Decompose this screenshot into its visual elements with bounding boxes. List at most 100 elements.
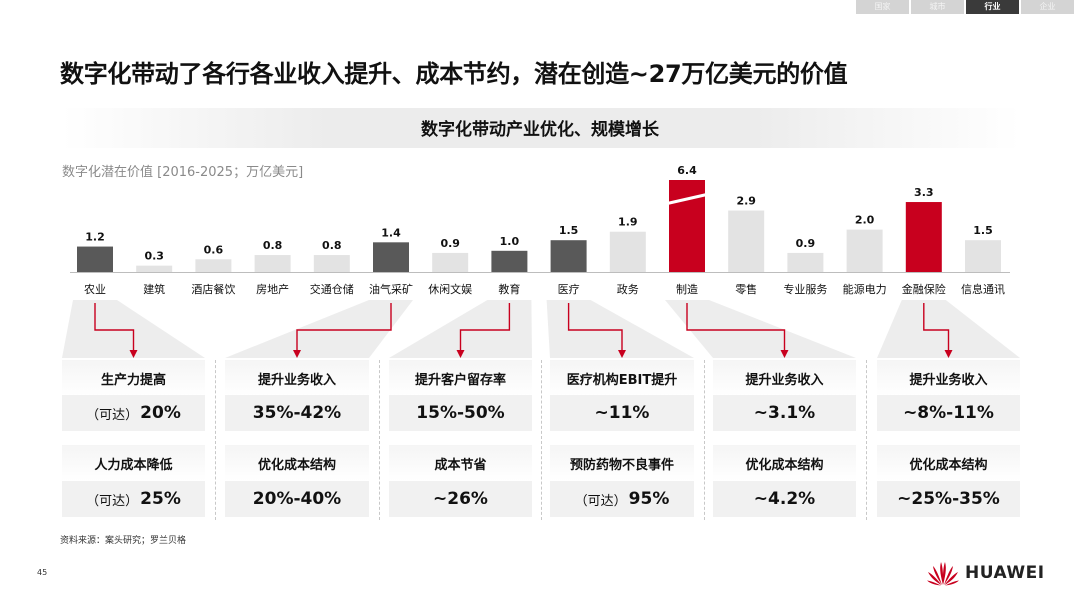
arrow-connector xyxy=(296,303,392,352)
bar-value-label: 1.9 xyxy=(618,216,638,229)
metric-value: ~25%-35% xyxy=(877,481,1020,517)
logo-wordmark: HUAWEI xyxy=(965,563,1045,583)
bar-2 xyxy=(195,259,232,272)
bar-7 xyxy=(491,250,528,272)
metric-label: 优化成本结构 xyxy=(225,445,369,481)
metric-value: （可达） 20% xyxy=(62,395,205,431)
axis-break-mark xyxy=(664,192,710,206)
bar-12 xyxy=(787,252,824,272)
bar-value-label: 1.0 xyxy=(500,235,520,248)
metric-value: ~8%-11% xyxy=(877,395,1020,431)
bar-value-label: 1.5 xyxy=(973,224,993,237)
arrow-connector xyxy=(923,303,950,352)
category-label: 酒店餐饮 xyxy=(191,282,235,296)
metric-value-prefix: （可达） xyxy=(574,493,627,509)
category-label: 建筑 xyxy=(143,282,165,296)
metric-label: 人力成本降低 xyxy=(62,445,205,481)
bar-value-label: 6.4 xyxy=(677,164,697,177)
bar-0 xyxy=(77,246,113,272)
metric-label: 提升业务收入 xyxy=(225,360,369,396)
metric-label: 提升业务收入 xyxy=(877,360,1020,396)
funnel-shape xyxy=(62,300,205,358)
bar-8 xyxy=(550,240,587,272)
metric-value-text: ~25%-35% xyxy=(897,489,1000,509)
funnel-shape xyxy=(546,300,694,358)
bar-5 xyxy=(373,242,409,272)
bar-15 xyxy=(965,240,1001,272)
bar-value-label: 0.9 xyxy=(440,237,460,250)
metric-label: 成本节省 xyxy=(389,445,532,481)
bar-value-label: 0.3 xyxy=(144,250,164,263)
metric-value-prefix: （可达） xyxy=(86,407,139,423)
group-separator xyxy=(379,360,380,520)
metric-value-text: ~11% xyxy=(594,403,650,423)
bar-value-label: 0.8 xyxy=(263,239,283,252)
category-label: 医疗 xyxy=(558,282,580,296)
metric-value-text: 20%-40% xyxy=(252,489,342,509)
metric-label: 提升业务收入 xyxy=(713,360,856,396)
category-label: 交通仓储 xyxy=(310,282,354,296)
arrow-head-icon xyxy=(293,350,301,358)
metric-label: 生产力提高 xyxy=(62,360,205,396)
metric-value: ~4.2% xyxy=(713,481,856,517)
source-note: 资料来源：案头研究；罗兰贝格 xyxy=(60,536,187,546)
funnel-shape xyxy=(225,300,413,358)
category-label: 休闲文娱 xyxy=(428,282,472,296)
subtitle-band xyxy=(62,108,1020,148)
metric-value-text: ~3.1% xyxy=(753,403,816,423)
metric-value: （可达） 25% xyxy=(62,481,205,517)
funnel-shape xyxy=(665,300,856,358)
bar-1 xyxy=(136,265,173,272)
arrow-connector xyxy=(459,303,511,352)
metric-value-text: 95% xyxy=(628,489,670,509)
section-nav: 国家 城市 行业 企业 xyxy=(854,0,1074,16)
bar-14 xyxy=(905,202,942,272)
chart-subtitle: 数字化带动产业优化、规模增长 xyxy=(421,120,659,140)
category-label: 金融保险 xyxy=(902,282,946,296)
metric-value: ~11% xyxy=(550,395,694,431)
page-number: 45 xyxy=(37,568,48,577)
metric-value-text: 35%-42% xyxy=(252,403,342,423)
arrow-head-icon xyxy=(129,350,138,358)
bar-6 xyxy=(432,252,469,272)
bar-value-label: 2.9 xyxy=(736,195,756,208)
metric-label: 提升客户留存率 xyxy=(389,360,532,396)
category-label: 政务 xyxy=(617,282,639,296)
metric-label: 预防药物不良事件 xyxy=(550,445,694,481)
funnel-shape xyxy=(877,300,1020,358)
bar-13 xyxy=(846,229,883,272)
metric-value-text: ~8%-11% xyxy=(903,403,994,423)
nav-tab-country[interactable]: 国家 xyxy=(856,0,909,14)
category-label: 教育 xyxy=(498,282,520,296)
chart-unit-label: 数字化潜在价值 [2016-2025；万亿美元] xyxy=(62,165,304,180)
category-label: 信息通讯 xyxy=(961,282,1005,296)
nav-tab-industry[interactable]: 行业 xyxy=(966,0,1019,14)
category-label: 房地产 xyxy=(256,282,289,296)
arrow-connector xyxy=(686,303,786,352)
category-label: 制造 xyxy=(676,282,698,296)
metric-value-text: 15%-50% xyxy=(416,403,505,423)
metric-value: 15%-50% xyxy=(389,395,532,431)
bar-9 xyxy=(609,231,646,272)
metric-label: 医疗机构EBIT提升 xyxy=(550,360,694,396)
group-separator xyxy=(215,360,216,520)
group-separator xyxy=(866,360,867,520)
metric-value: ~3.1% xyxy=(713,395,856,431)
arrow-head-icon xyxy=(456,350,465,358)
arrow-head-icon xyxy=(618,350,626,358)
category-label: 零售 xyxy=(735,282,757,296)
metric-value-text: 20% xyxy=(140,403,181,423)
funnel-shape xyxy=(389,300,532,358)
bar-value-label: 1.5 xyxy=(559,224,579,237)
metric-value-text: ~26% xyxy=(433,489,488,509)
huawei-logo: HUAWEI xyxy=(926,560,1045,586)
category-label: 油气采矿 xyxy=(369,282,413,296)
nav-tab-city[interactable]: 城市 xyxy=(911,0,964,14)
nav-tab-enterprise[interactable]: 企业 xyxy=(1021,0,1074,14)
metric-value-text: ~4.2% xyxy=(753,489,816,509)
arrow-connector xyxy=(567,303,623,352)
arrow-connector xyxy=(94,303,135,352)
metric-value: （可达） 95% xyxy=(550,481,694,517)
metric-value: 35%-42% xyxy=(225,395,369,431)
huawei-flower-icon xyxy=(927,562,959,586)
